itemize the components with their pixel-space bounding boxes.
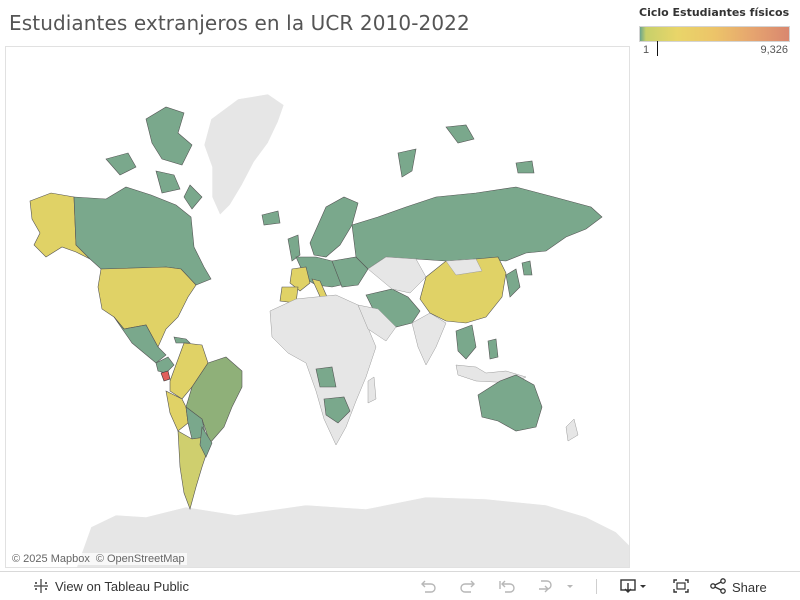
view-on-tableau-public-button[interactable]: View on Tableau Public xyxy=(33,578,189,594)
legend-gradient-bar xyxy=(639,26,790,56)
angola-region[interactable] xyxy=(315,366,337,388)
page-title: Estudiantes extranjeros en la UCR 2010-2… xyxy=(9,11,470,35)
costa-rica-region[interactable] xyxy=(160,370,171,382)
share-icon xyxy=(710,578,726,597)
south-africa-region[interactable] xyxy=(323,396,351,424)
revert-icon xyxy=(498,578,516,597)
mapbox-attribution-link[interactable]: © 2025 Mapbox xyxy=(12,553,90,565)
paraguay-uruguay-region[interactable] xyxy=(199,426,213,458)
japan-korea-region[interactable] xyxy=(505,260,533,298)
toolbar-separator xyxy=(596,579,597,594)
alaska-region[interactable] xyxy=(29,192,91,260)
download-icon xyxy=(620,578,648,597)
tableau-logo-icon xyxy=(33,578,49,594)
uk-region[interactable] xyxy=(287,234,301,262)
tableau-toolbar: View on Tableau Public xyxy=(0,571,800,600)
scandinavia-region[interactable] xyxy=(309,196,359,258)
france-region[interactable] xyxy=(289,266,311,292)
canada-region[interactable] xyxy=(73,186,212,286)
canada-islands-region[interactable] xyxy=(145,106,193,166)
legend-labels: 1 9,326 xyxy=(639,44,790,58)
australia-region[interactable] xyxy=(477,374,543,432)
refresh-button[interactable] xyxy=(536,578,554,597)
revert-button[interactable] xyxy=(498,578,516,597)
color-legend: Ciclo Estudiantes físicos 1 9,326 xyxy=(639,6,795,58)
map-attribution: © 2025 Mapbox © OpenStreetMap xyxy=(10,553,187,565)
russia-islands-region[interactable] xyxy=(397,124,535,178)
view-on-tableau-label: View on Tableau Public xyxy=(55,578,189,594)
undo-button[interactable] xyxy=(419,578,437,597)
new-zealand-region xyxy=(565,418,579,442)
refresh-icon xyxy=(536,578,554,597)
legend-min-label: 1 xyxy=(643,44,650,56)
central-america-region[interactable] xyxy=(155,356,175,374)
undo-icon xyxy=(419,578,437,597)
madagascar-region xyxy=(367,376,377,404)
arabia-region xyxy=(357,304,397,342)
russia-region[interactable] xyxy=(351,186,603,270)
pause-dropdown-icon xyxy=(565,578,575,597)
mongolia-region xyxy=(445,258,483,276)
pause-dropdown-button[interactable] xyxy=(565,578,575,597)
southeast-asia-region[interactable] xyxy=(455,324,499,360)
antarctica-region xyxy=(76,496,629,567)
share-label: Share xyxy=(732,580,767,595)
redo-icon xyxy=(459,578,477,597)
map-view[interactable]: © 2025 Mapbox © OpenStreetMap xyxy=(5,46,630,568)
legend-max-label: 9,326 xyxy=(760,44,788,56)
mexico-region[interactable] xyxy=(113,316,167,364)
legend-min-marker xyxy=(657,41,658,56)
world-map[interactable] xyxy=(6,47,630,568)
share-button[interactable]: Share xyxy=(710,578,767,597)
iceland-region[interactable] xyxy=(261,210,281,226)
fullscreen-button[interactable] xyxy=(672,578,690,597)
canada-islands-region-2[interactable] xyxy=(105,152,203,210)
argentina-chile-region[interactable] xyxy=(177,430,211,510)
peru-region[interactable] xyxy=(165,390,189,432)
eastern-europe-region[interactable] xyxy=(331,256,369,288)
legend-gradient xyxy=(640,27,789,41)
redo-button[interactable] xyxy=(459,578,477,597)
fullscreen-icon xyxy=(672,578,690,597)
osm-attribution-link[interactable]: © OpenStreetMap xyxy=(95,553,185,565)
download-button[interactable] xyxy=(620,578,648,597)
greenland-region xyxy=(203,93,285,216)
legend-title: Ciclo Estudiantes físicos xyxy=(639,6,790,19)
india-region xyxy=(411,312,447,366)
